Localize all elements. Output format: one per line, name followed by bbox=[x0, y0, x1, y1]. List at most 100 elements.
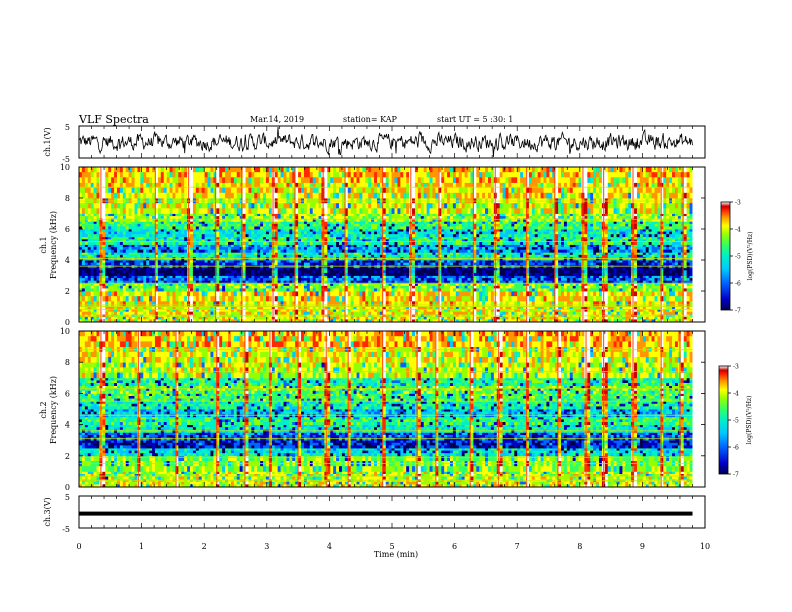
spectrogram-cell bbox=[192, 280, 197, 284]
spectrogram-cell bbox=[452, 260, 457, 263]
spectrogram-cell bbox=[429, 301, 433, 307]
spectrogram-cell bbox=[254, 283, 258, 287]
spectrogram-cell bbox=[111, 309, 115, 313]
spectrogram-cell bbox=[663, 270, 667, 274]
spectrogram-cell bbox=[277, 270, 281, 274]
spectrogram-cell bbox=[426, 319, 430, 322]
spectrogram-cell bbox=[523, 296, 527, 302]
spectrogram-cell bbox=[499, 265, 503, 269]
spectrogram-cell bbox=[371, 257, 375, 261]
spectrogram-cell bbox=[604, 311, 609, 315]
spectrogram-cell bbox=[289, 301, 293, 307]
spectrogram-cell bbox=[394, 265, 398, 269]
spectrogram-cell bbox=[499, 257, 503, 261]
spectrogram-cell bbox=[134, 280, 138, 284]
spectrogram-cell bbox=[648, 272, 652, 276]
spectrogram-cell bbox=[225, 296, 229, 302]
spectrogram-cell bbox=[634, 309, 638, 313]
spectrogram-cell bbox=[514, 265, 518, 269]
spectrogram-cell bbox=[604, 296, 609, 302]
spectrogram-cell bbox=[455, 254, 460, 258]
spectrogram-cell bbox=[531, 283, 536, 287]
spectrogram-cell bbox=[414, 260, 419, 263]
spectrogram-cell bbox=[152, 265, 156, 269]
spectrogram-cell bbox=[225, 254, 229, 258]
spectrogram-cell bbox=[315, 265, 319, 269]
spectrogram-cell bbox=[569, 301, 574, 307]
spectrogram-cell bbox=[616, 278, 620, 282]
spectrogram-cell bbox=[666, 262, 670, 266]
spectrogram-cell bbox=[157, 316, 162, 320]
spectrogram-cell bbox=[149, 316, 153, 320]
spectrogram-cell bbox=[558, 283, 562, 287]
spectrogram-cell bbox=[207, 291, 211, 297]
spectrogram-cell bbox=[517, 254, 521, 258]
spectrogram-cell bbox=[467, 291, 471, 297]
spectrogram-cell bbox=[657, 252, 661, 256]
spectrogram-cell bbox=[93, 257, 97, 261]
spectrogram-cell bbox=[184, 257, 188, 261]
spectrogram-cell bbox=[417, 270, 422, 274]
spectrogram-cell bbox=[482, 301, 486, 307]
spectrogram-cell bbox=[450, 262, 454, 266]
spectrogram-cell bbox=[496, 280, 501, 284]
spectrogram-cell bbox=[663, 309, 667, 313]
spectrogram-cell bbox=[406, 265, 410, 269]
spectrogram-cell bbox=[616, 285, 620, 289]
spectrogram-cell bbox=[552, 301, 556, 307]
spectrogram-cell bbox=[225, 265, 229, 269]
spectrogram-cell bbox=[505, 291, 509, 297]
spectrogram-cell bbox=[482, 252, 486, 256]
spectrogram-cell bbox=[596, 309, 600, 313]
spectrogram-cell bbox=[178, 254, 182, 258]
spectrogram-cell bbox=[324, 260, 328, 263]
spectrogram-cell bbox=[254, 296, 258, 302]
spectrogram-cell bbox=[645, 301, 650, 307]
spectrogram-cell bbox=[312, 265, 317, 269]
spectrogram-cell bbox=[260, 296, 264, 302]
spectrogram-cell bbox=[382, 278, 387, 282]
spectrogram-cell bbox=[143, 316, 147, 320]
spectrogram-cell bbox=[452, 272, 457, 276]
spectrogram-cell bbox=[514, 306, 518, 310]
spectrogram-cell bbox=[105, 272, 109, 276]
spectrogram-cell bbox=[309, 278, 314, 282]
spectrogram-cell bbox=[563, 270, 568, 274]
spectrogram-cell bbox=[242, 254, 246, 258]
spectrogram-cell bbox=[455, 311, 460, 315]
spectrogram-cell bbox=[327, 285, 331, 289]
spectrogram-cell bbox=[523, 288, 527, 292]
spectrogram-cell bbox=[280, 280, 284, 284]
spectrogram-cell bbox=[441, 291, 445, 297]
spectrogram-cell bbox=[160, 306, 165, 310]
spectrogram-cell bbox=[111, 296, 115, 302]
spectrogram-cell bbox=[353, 319, 357, 322]
spectrogram-cell bbox=[96, 254, 100, 258]
spectrogram-cell bbox=[642, 254, 647, 258]
spectrogram-cell bbox=[119, 296, 124, 302]
spectrogram-cell bbox=[181, 309, 185, 313]
spectrogram-cell bbox=[546, 301, 550, 307]
spectrogram-cell bbox=[689, 270, 693, 274]
spectrogram-cell bbox=[540, 311, 544, 315]
spectrogram-cell bbox=[178, 252, 182, 256]
spectrogram-cell bbox=[376, 301, 381, 307]
spectrogram-cell bbox=[233, 280, 238, 284]
spectrogram-cell bbox=[569, 283, 574, 287]
spectrogram-cell bbox=[298, 309, 302, 313]
spectrogram-cell bbox=[482, 283, 486, 287]
spectrogram-cell bbox=[505, 254, 509, 258]
spectrogram-cell bbox=[520, 262, 524, 266]
spectrogram-cell bbox=[625, 272, 629, 276]
spectrogram-cell bbox=[172, 270, 176, 274]
spectrogram-cell bbox=[458, 275, 463, 279]
spectrogram-cell bbox=[210, 275, 214, 279]
spectrogram-cell bbox=[385, 296, 390, 302]
spectrogram-cell bbox=[356, 252, 360, 256]
spectrogram-cell bbox=[575, 275, 579, 279]
spectrogram-cell bbox=[689, 309, 693, 313]
spectrogram-cell bbox=[552, 306, 556, 310]
spectrogram-cell bbox=[353, 267, 357, 271]
spectrogram-cell bbox=[277, 280, 281, 284]
spectrogram-cell bbox=[327, 272, 331, 276]
